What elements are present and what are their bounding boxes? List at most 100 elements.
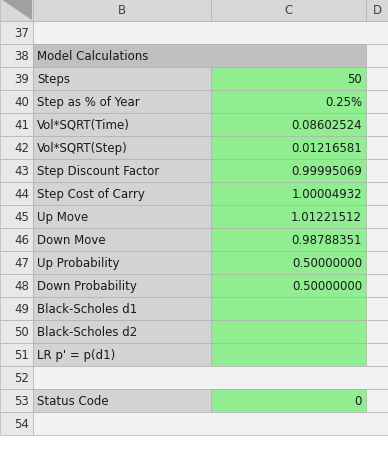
Text: 39: 39 — [14, 73, 29, 86]
Text: 43: 43 — [14, 165, 29, 177]
Bar — [0, 206, 33, 228]
Text: Model Calculations: Model Calculations — [37, 50, 148, 63]
Bar — [33, 0, 211, 22]
Text: 0.98788351: 0.98788351 — [291, 233, 362, 247]
Bar — [211, 68, 366, 91]
Bar — [0, 343, 33, 366]
Bar — [0, 252, 33, 274]
Bar — [0, 114, 33, 136]
Bar — [33, 68, 211, 91]
Bar — [0, 91, 33, 114]
Bar — [0, 22, 33, 45]
Bar — [211, 228, 366, 252]
Bar — [0, 366, 33, 389]
Bar — [33, 252, 211, 274]
Bar — [211, 160, 366, 182]
Polygon shape — [1, 0, 32, 21]
Bar — [211, 206, 366, 228]
Bar — [33, 228, 211, 252]
Bar — [0, 45, 33, 68]
Bar — [366, 91, 388, 114]
Bar — [211, 298, 366, 320]
Text: 0.50000000: 0.50000000 — [292, 279, 362, 293]
Bar — [0, 412, 33, 435]
Bar — [366, 274, 388, 298]
Bar — [366, 320, 388, 343]
Bar — [366, 206, 388, 228]
Bar — [366, 389, 388, 412]
Bar — [33, 22, 388, 45]
Bar — [0, 389, 33, 412]
Text: 0.25%: 0.25% — [325, 96, 362, 109]
Text: 54: 54 — [14, 417, 29, 430]
Bar — [211, 91, 366, 114]
Text: 45: 45 — [14, 211, 29, 223]
Text: 40: 40 — [14, 96, 29, 109]
Bar — [0, 274, 33, 298]
Bar — [211, 252, 366, 274]
Text: 44: 44 — [14, 187, 29, 201]
Text: Vol*SQRT(Time): Vol*SQRT(Time) — [37, 119, 130, 131]
Bar — [211, 114, 366, 136]
Text: 0.01216581: 0.01216581 — [291, 142, 362, 155]
Text: 0.50000000: 0.50000000 — [292, 257, 362, 269]
Bar — [211, 136, 366, 160]
Text: Step as % of Year: Step as % of Year — [37, 96, 140, 109]
Text: Up Probability: Up Probability — [37, 257, 120, 269]
Text: Black-Scholes d2: Black-Scholes d2 — [37, 325, 137, 338]
Bar — [366, 45, 388, 68]
Text: 52: 52 — [14, 371, 29, 384]
Text: C: C — [284, 5, 293, 17]
Text: 49: 49 — [14, 302, 29, 315]
Bar — [366, 228, 388, 252]
Text: 41: 41 — [14, 119, 29, 131]
Bar — [33, 160, 211, 182]
Bar — [366, 252, 388, 274]
Bar — [33, 182, 211, 206]
Bar — [0, 160, 33, 182]
Text: Status Code: Status Code — [37, 394, 109, 407]
Bar — [33, 320, 211, 343]
Bar — [211, 274, 366, 298]
Bar — [366, 182, 388, 206]
Bar — [33, 206, 211, 228]
Text: LR p' = p(d1): LR p' = p(d1) — [37, 348, 115, 361]
Text: Vol*SQRT(Step): Vol*SQRT(Step) — [37, 142, 128, 155]
Text: 0.99995069: 0.99995069 — [291, 165, 362, 177]
Bar — [211, 182, 366, 206]
Bar — [33, 114, 211, 136]
Bar — [0, 320, 33, 343]
Bar — [33, 274, 211, 298]
Bar — [33, 343, 211, 366]
Bar — [366, 298, 388, 320]
Text: D: D — [372, 5, 381, 17]
Text: Up Move: Up Move — [37, 211, 88, 223]
Text: Step Cost of Carry: Step Cost of Carry — [37, 187, 145, 201]
Text: 46: 46 — [14, 233, 29, 247]
Bar — [33, 45, 366, 68]
Bar — [211, 343, 366, 366]
Text: 0.08602524: 0.08602524 — [291, 119, 362, 131]
Text: 53: 53 — [14, 394, 29, 407]
Text: 50: 50 — [347, 73, 362, 86]
Text: 50: 50 — [14, 325, 29, 338]
Text: B: B — [118, 5, 126, 17]
Text: Down Probability: Down Probability — [37, 279, 137, 293]
Text: Steps: Steps — [37, 73, 70, 86]
Bar — [211, 389, 366, 412]
Text: 0: 0 — [355, 394, 362, 407]
Bar — [0, 0, 33, 22]
Bar — [0, 182, 33, 206]
Text: 37: 37 — [14, 27, 29, 40]
Bar — [366, 160, 388, 182]
Bar — [366, 68, 388, 91]
Bar — [0, 68, 33, 91]
Bar — [366, 0, 388, 22]
Bar — [366, 343, 388, 366]
Bar — [0, 298, 33, 320]
Text: 48: 48 — [14, 279, 29, 293]
Bar — [33, 366, 388, 389]
Bar — [33, 298, 211, 320]
Bar — [211, 0, 366, 22]
Bar — [33, 389, 211, 412]
